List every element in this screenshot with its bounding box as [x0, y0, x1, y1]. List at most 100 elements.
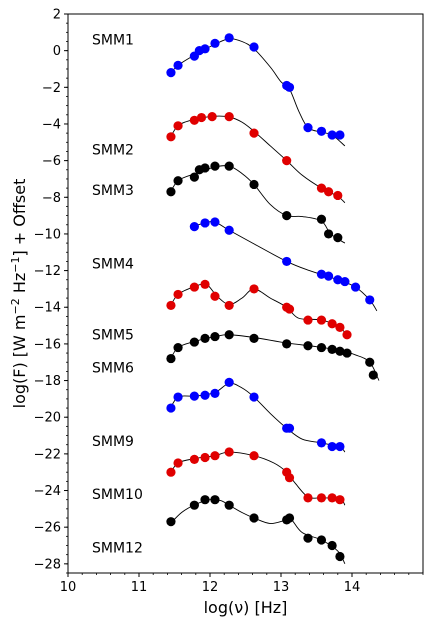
- data-point: [282, 339, 292, 349]
- plot-frame: [67, 13, 424, 574]
- data-point: [173, 121, 183, 131]
- data-point: [316, 493, 327, 503]
- data-point: [316, 183, 327, 193]
- fit-curve: [192, 221, 378, 312]
- data-point: [249, 513, 259, 523]
- y-tick-label: −26: [34, 521, 61, 536]
- data-point: [368, 370, 378, 380]
- data-point: [224, 33, 234, 43]
- x-tick-label: 12: [202, 580, 219, 595]
- data-point: [249, 179, 259, 190]
- data-point: [200, 333, 210, 344]
- data-point: [316, 269, 327, 279]
- data-point: [284, 82, 295, 92]
- data-point: [282, 256, 292, 267]
- data-point: [196, 112, 207, 123]
- y-axis-label-tail: ] + Offset: [10, 179, 29, 257]
- data-point: [224, 225, 234, 235]
- x-tick-label: 10: [60, 580, 77, 595]
- data-point: [200, 218, 210, 228]
- data-point: [166, 517, 176, 527]
- data-point: [173, 342, 183, 353]
- data-point: [200, 279, 210, 289]
- data-point: [224, 500, 234, 510]
- y-tick-label: −20: [34, 411, 61, 426]
- y-tick-label: −14: [34, 301, 61, 316]
- y-tick-label: 2: [53, 8, 61, 23]
- series-label: SMM4: [92, 256, 134, 272]
- data-point: [210, 331, 220, 342]
- data-point: [200, 390, 210, 400]
- data-point: [189, 172, 199, 182]
- data-point: [224, 161, 234, 171]
- y-tick-label: −2: [42, 81, 61, 96]
- data-point: [189, 115, 199, 125]
- y-tick-label: −6: [42, 154, 61, 169]
- data-point: [350, 282, 361, 292]
- data-point: [249, 128, 259, 138]
- data-point: [303, 341, 313, 351]
- data-point: [327, 540, 337, 551]
- data-point: [316, 214, 327, 224]
- series-labels: SMM1 SMM2 SMM3 SMM4 SMM5 SMM6 SMM9 SMM10 SMM12: [92, 33, 143, 557]
- data-point: [210, 495, 220, 505]
- data-point: [282, 211, 292, 221]
- x-tick-label: 13: [273, 580, 290, 595]
- data-point: [200, 495, 210, 505]
- data-point: [173, 392, 183, 402]
- data-point: [323, 271, 334, 281]
- y-axis-label-exp2: −1: [9, 257, 22, 273]
- data-point: [189, 500, 199, 510]
- y-tick-label: 0: [53, 44, 61, 59]
- series-label: SMM6: [92, 361, 134, 377]
- data-point: [316, 126, 327, 136]
- y-axis-label: log(F) [W m−2 Hz−1] + Offset: [9, 179, 29, 409]
- data-point: [284, 423, 295, 433]
- series-label: SMM2: [92, 143, 134, 159]
- data-point: [173, 176, 183, 186]
- y-tick-label: −12: [34, 264, 61, 279]
- data-point: [340, 276, 350, 287]
- data-point: [327, 130, 337, 140]
- y-tick-label: −24: [34, 484, 61, 499]
- data-point: [327, 344, 337, 354]
- data-point: [166, 467, 176, 477]
- data-point: [173, 458, 183, 468]
- data-point: [249, 392, 259, 402]
- data-point: [342, 330, 352, 340]
- data-point: [323, 229, 334, 239]
- data-point: [189, 222, 199, 232]
- y-tick-label: −18: [34, 374, 61, 389]
- data-point: [365, 295, 375, 305]
- data-point: [316, 438, 327, 448]
- data-point: [249, 42, 259, 52]
- series-label: SMM3: [92, 183, 134, 199]
- y-axis-label-exp1: −2: [9, 298, 22, 314]
- data-point: [166, 187, 176, 197]
- data-point: [210, 217, 220, 227]
- data-point: [303, 533, 313, 543]
- data-point: [224, 377, 234, 387]
- data-point: [189, 454, 199, 464]
- y-tick-label: −4: [42, 117, 61, 132]
- data-point: [333, 233, 343, 243]
- data-point: [303, 315, 313, 325]
- series-label: SMM1: [92, 33, 134, 49]
- data-point: [335, 495, 345, 505]
- data-point: [323, 187, 334, 197]
- data-point: [335, 322, 345, 333]
- data-point: [189, 337, 199, 347]
- x-axis-ticks: 10 11 12 13 14: [60, 573, 424, 595]
- y-tick-label: −8: [42, 191, 61, 206]
- y-tick-label: −10: [34, 227, 61, 242]
- data-point: [189, 391, 199, 401]
- data-point: [327, 319, 337, 329]
- data-point: [173, 60, 183, 70]
- data-point: [284, 304, 295, 314]
- data-point: [173, 289, 183, 300]
- data-point: [335, 346, 345, 356]
- data-point: [207, 112, 217, 122]
- series-label: SMM5: [92, 328, 134, 344]
- data-point: [189, 282, 199, 292]
